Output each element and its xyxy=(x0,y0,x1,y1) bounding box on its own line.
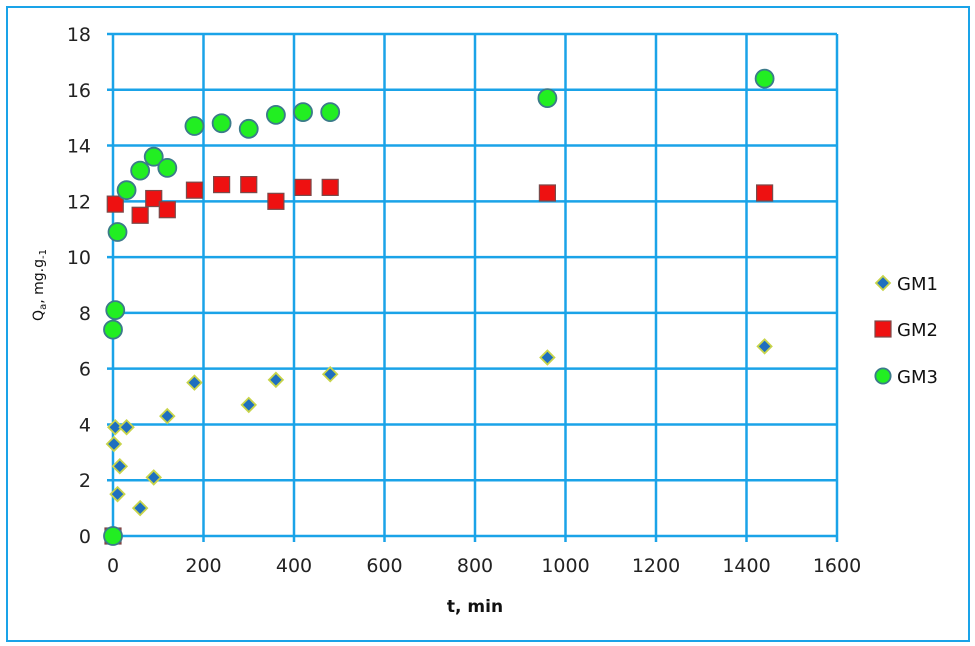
y-tick-label: 8 xyxy=(79,303,91,325)
circle-marker xyxy=(293,102,313,122)
circle-marker xyxy=(265,104,286,125)
diamond-marker xyxy=(105,435,123,453)
legend: GM1 GM2 GM3 xyxy=(874,274,938,388)
x-tick-label: 800 xyxy=(457,555,493,577)
circle-marker xyxy=(107,222,128,242)
diamond-marker xyxy=(109,485,126,503)
diamond-marker xyxy=(159,407,176,425)
diamond-marker xyxy=(145,469,162,486)
x-tick-label: 1000 xyxy=(541,555,589,577)
x-tick-label: 1600 xyxy=(813,555,861,577)
x-axis-title: t, min xyxy=(447,597,503,617)
diamond-marker xyxy=(321,365,339,383)
circle-marker xyxy=(103,319,123,340)
diamond-marker xyxy=(539,349,556,366)
diamond-marker xyxy=(118,418,135,436)
diamond-marker xyxy=(874,274,892,292)
square-marker xyxy=(213,176,231,194)
square-marker xyxy=(538,184,557,202)
legend-item-gm1: GM1 xyxy=(874,274,938,295)
x-axis-ticks: 0 200 400 600 800 1000 1200 1400 1600 xyxy=(107,555,861,577)
legend-item-gm2: GM2 xyxy=(874,320,938,341)
legend-item-gm3: GM3 xyxy=(874,367,938,388)
y-axis-title: Qa, mg.g-1 xyxy=(31,249,49,321)
circle-marker xyxy=(320,102,341,122)
svg-text:Qa, mg.g-1: Qa, mg.g-1 xyxy=(31,249,49,321)
square-marker xyxy=(240,176,258,194)
x-tick-label: 600 xyxy=(366,555,402,577)
diamond-marker xyxy=(267,371,285,389)
x-tick-label: 400 xyxy=(276,555,312,577)
circle-marker xyxy=(184,116,205,136)
y-tick-label: 10 xyxy=(67,247,91,269)
y-tick-label: 6 xyxy=(79,359,91,381)
diamond-marker xyxy=(186,374,203,391)
square-marker xyxy=(185,181,204,199)
circle-marker xyxy=(105,300,126,321)
circle-marker xyxy=(211,113,232,134)
legend-label: GM1 xyxy=(897,274,938,295)
square-marker xyxy=(267,192,285,210)
circle-marker xyxy=(874,367,892,385)
diamond-marker xyxy=(106,418,124,436)
y-axis-title-main: Q xyxy=(31,310,47,321)
square-marker xyxy=(294,178,312,196)
series-gm2 xyxy=(104,176,774,545)
x-tick-label: 0 xyxy=(107,555,119,577)
square-marker xyxy=(158,201,176,219)
y-axis-title-sup: -1 xyxy=(38,249,49,259)
diamond-marker xyxy=(111,458,129,475)
circle-marker xyxy=(143,146,164,167)
y-tick-label: 12 xyxy=(67,191,91,213)
circle-marker xyxy=(116,180,137,201)
circle-marker xyxy=(157,157,178,178)
x-tick-label: 200 xyxy=(185,555,221,577)
y-tick-label: 18 xyxy=(67,24,91,46)
circle-marker xyxy=(103,526,123,546)
y-axis-title-rest: , mg.g xyxy=(31,259,47,304)
y-tick-label: 16 xyxy=(67,80,91,102)
data-points xyxy=(103,68,775,546)
y-tick-label: 0 xyxy=(79,526,91,548)
y-tick-label: 2 xyxy=(79,470,91,492)
legend-label: GM2 xyxy=(897,320,938,341)
square-marker xyxy=(874,320,892,338)
x-tick-label: 1400 xyxy=(722,555,770,577)
circle-marker xyxy=(238,118,259,139)
circle-marker xyxy=(130,160,151,181)
square-marker xyxy=(131,206,149,224)
grid-lines xyxy=(107,32,839,542)
legend-label: GM3 xyxy=(897,367,938,388)
circle-marker xyxy=(754,68,775,89)
square-marker xyxy=(321,178,339,196)
x-tick-label: 1200 xyxy=(632,555,680,577)
y-tick-label: 14 xyxy=(67,136,91,158)
circle-marker xyxy=(537,88,558,109)
square-marker xyxy=(145,189,163,208)
diamond-marker xyxy=(240,396,258,414)
square-marker xyxy=(755,184,774,202)
square-marker xyxy=(106,195,124,213)
diamond-marker xyxy=(131,499,149,517)
chart-frame xyxy=(6,6,970,642)
y-axis-ticks: 0 2 4 6 8 10 12 14 16 18 xyxy=(67,24,91,548)
y-tick-label: 4 xyxy=(79,414,91,436)
series-gm3 xyxy=(103,68,775,546)
y-axis-title-sub: a xyxy=(38,304,49,310)
diamond-marker xyxy=(756,338,773,355)
